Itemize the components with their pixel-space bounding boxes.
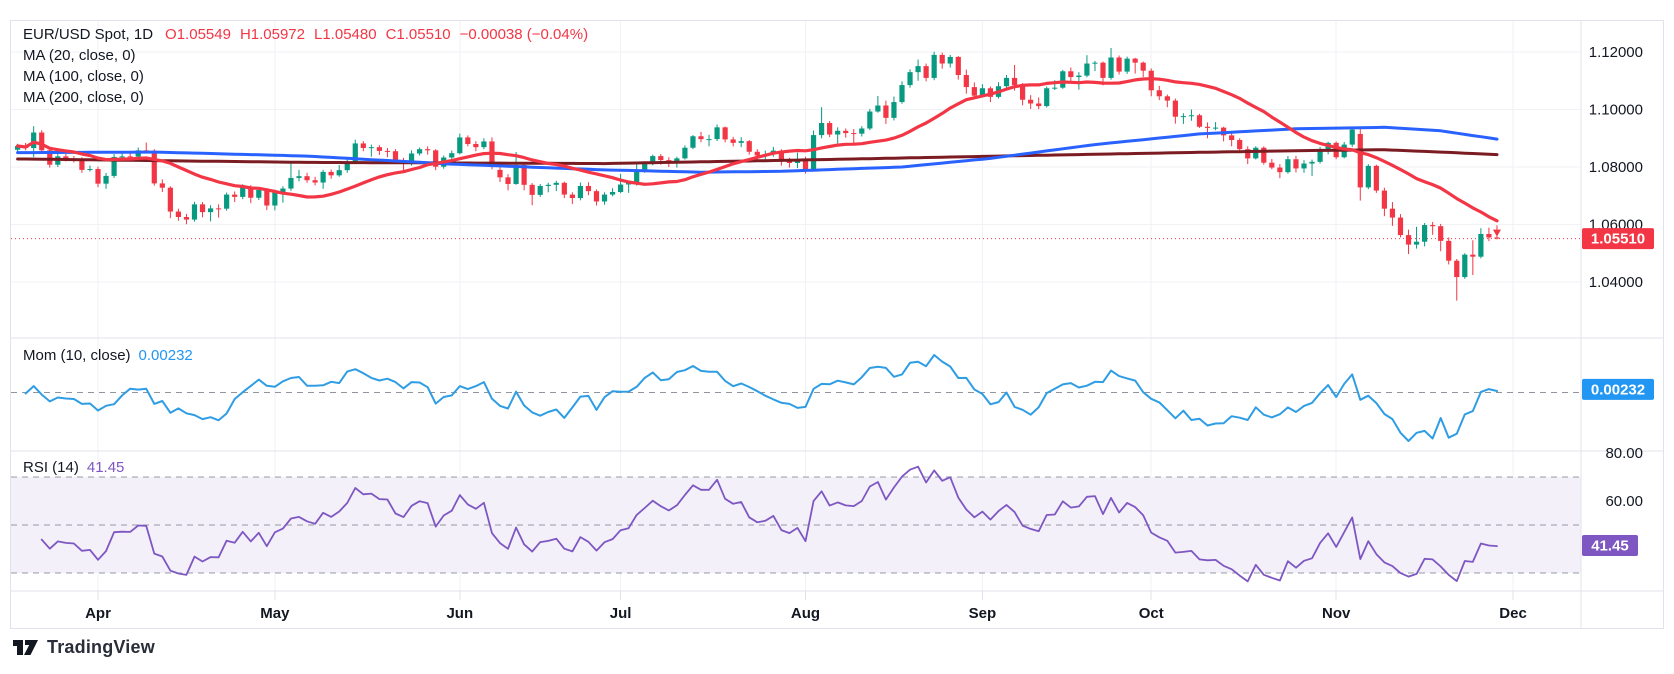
chart-canvas[interactable]: 1.120001.100001.080001.060001.0400080.00… — [11, 21, 1663, 628]
momentum-value: 0.00232 — [138, 347, 193, 364]
price-axis-labels[interactable]: 1.120001.100001.080001.060001.0400080.00… — [1589, 44, 1643, 510]
last-price-arrow — [1492, 229, 1501, 237]
svg-text:1.05510: 1.05510 — [1591, 231, 1645, 248]
momentum-label: Mom (10, close) — [23, 347, 131, 364]
momentum-badge: 0.00232 — [1582, 378, 1654, 400]
ma200-line — [16, 148, 1499, 166]
symbol-legend-row[interactable]: EUR/USD Spot, 1D O1.05549 H1.05972 L1.05480… — [23, 24, 597, 45]
open-value: O1.05549 — [165, 26, 231, 43]
low-value: L1.05480 — [314, 26, 377, 43]
svg-text:Oct: Oct — [1139, 605, 1164, 622]
ma20-legend[interactable]: MA (20, close, 0) — [23, 47, 136, 64]
ma20-line — [15, 77, 1499, 223]
grid-lines — [11, 21, 1581, 591]
svg-text:Aug: Aug — [791, 605, 820, 622]
tradingview-brand-text: TradingView — [47, 637, 155, 657]
rsi-level-lines — [11, 476, 1581, 574]
momentum-line — [24, 354, 1498, 442]
svg-text:80.00: 80.00 — [1605, 445, 1643, 462]
rsi-legend[interactable]: RSI (14) 41.45 — [23, 459, 124, 476]
chart-frame: 1.12000 1.10000 1.08000 1.06000 1.04000 80.00… — [10, 20, 1664, 629]
svg-text:May: May — [260, 605, 290, 622]
rsi-badge: 41.45 — [1582, 535, 1638, 557]
svg-text:Apr: Apr — [85, 605, 111, 622]
last-price-badge: 1.05510 — [1582, 228, 1654, 250]
svg-text:Nov: Nov — [1322, 605, 1351, 622]
ma200-legend[interactable]: MA (200, close, 0) — [23, 89, 144, 106]
ma100-line — [16, 125, 1499, 174]
high-value: H1.05972 — [239, 26, 305, 43]
svg-text:1.08000: 1.08000 — [1589, 159, 1643, 176]
svg-text:0.00232: 0.00232 — [1591, 381, 1645, 398]
svg-text:Dec: Dec — [1499, 605, 1527, 622]
main-legend: EUR/USD Spot, 1D O1.05549 H1.05972 L1.05480… — [23, 24, 597, 108]
symbol-title[interactable]: EUR/USD Spot, 1D — [23, 26, 154, 43]
time-axis-labels[interactable]: Apr May Jun Jul Aug Sep Oct Nov Dec — [85, 605, 1527, 622]
tradingview-attribution[interactable]: TradingView — [12, 636, 155, 659]
svg-text:1.12000: 1.12000 — [1589, 44, 1643, 61]
svg-text:60.00: 60.00 — [1605, 493, 1643, 510]
momentum-legend[interactable]: Mom (10, close) 0.00232 — [23, 347, 193, 364]
rsi-label: RSI (14) — [23, 459, 79, 476]
ma100-legend[interactable]: MA (100, close, 0) — [23, 68, 144, 85]
svg-text:Jul: Jul — [610, 605, 632, 622]
close-value: C1.05510 — [385, 26, 451, 43]
rsi-value: 41.45 — [86, 459, 125, 476]
tradingview-logo-icon — [13, 640, 38, 655]
svg-text:41.45: 41.45 — [1591, 538, 1629, 555]
svg-text:Jun: Jun — [446, 605, 473, 622]
svg-text:1.10000: 1.10000 — [1589, 102, 1643, 119]
svg-text:Sep: Sep — [969, 605, 997, 622]
change-value: −0.00038 (−0.04%) — [459, 26, 589, 43]
rsi-line — [40, 465, 1498, 583]
svg-text:1.04000: 1.04000 — [1589, 274, 1643, 291]
pane-separators — [11, 21, 1663, 628]
